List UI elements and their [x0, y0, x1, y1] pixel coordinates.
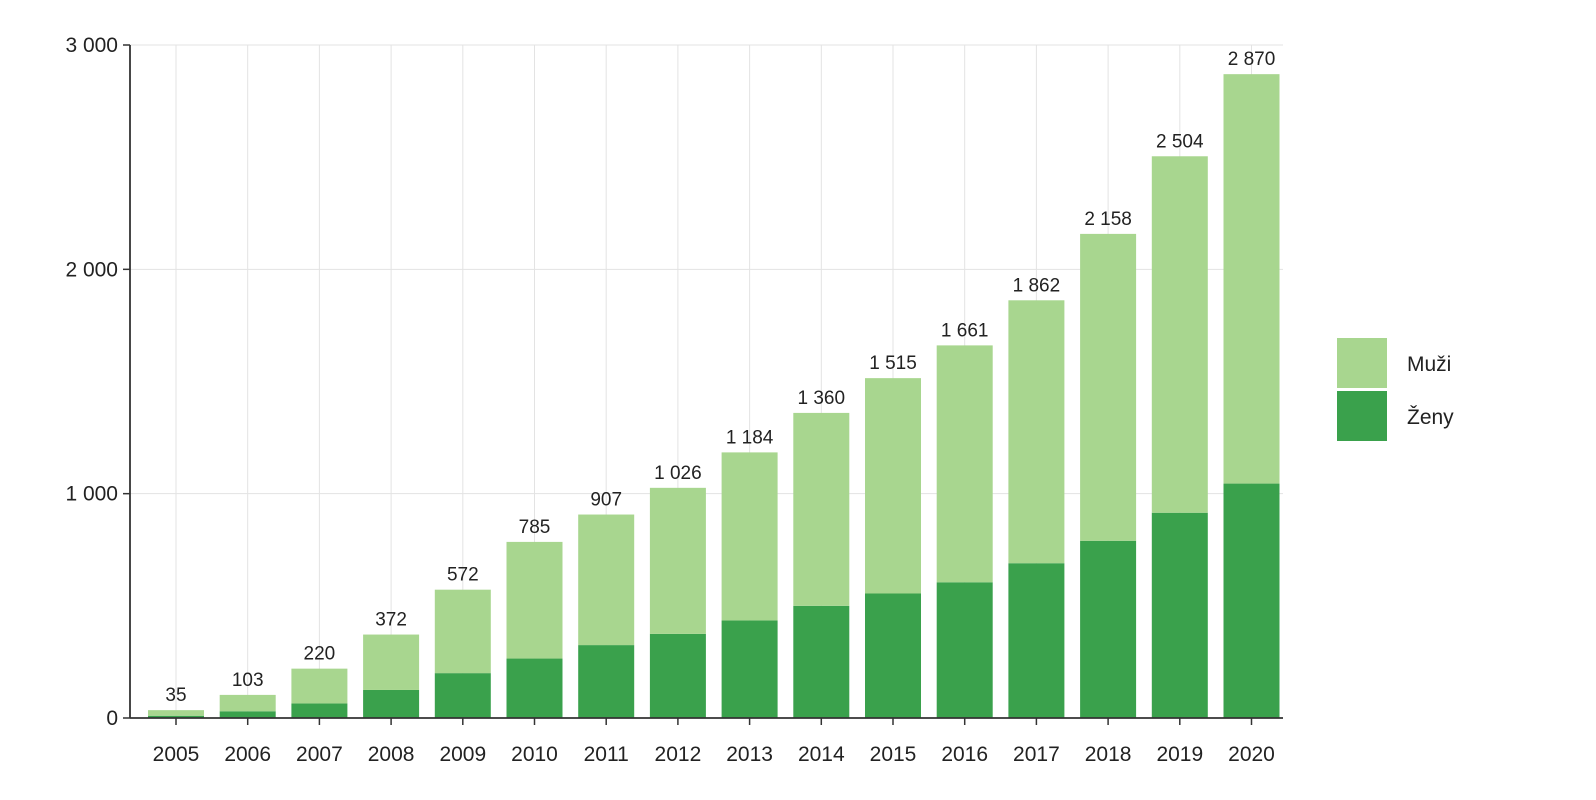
x-category-label: 2008: [368, 743, 415, 766]
bar-zeny-2006: [219, 711, 276, 718]
y-tick-label: 2 000: [65, 258, 118, 281]
total-data-label: 572: [447, 565, 479, 586]
bar-zeny-2015: [865, 593, 921, 718]
x-category-label: 2010: [511, 743, 558, 766]
bar-zeny-2005: [148, 715, 204, 718]
legend-swatch-muzi: [1337, 338, 1387, 388]
total-data-label: 220: [304, 644, 336, 665]
total-data-label: 372: [375, 610, 407, 631]
y-tick-label: 0: [106, 707, 118, 730]
bar-muzi-2006: [219, 694, 276, 712]
y-tick-label: 3 000: [65, 34, 118, 57]
bar-muzi-2018: [1080, 233, 1137, 541]
legend-label: Muži: [1407, 353, 1451, 376]
bar-zeny-2020: [1223, 483, 1280, 718]
total-data-label: 1 515: [869, 353, 917, 374]
bar-muzi-2009: [434, 589, 491, 674]
legend: Muži Ženy: [1337, 338, 1454, 441]
total-data-label: 785: [519, 517, 551, 538]
x-category-label: 2015: [870, 743, 917, 766]
y-tick-label: 1 000: [65, 483, 118, 506]
x-category-label: 2014: [798, 743, 845, 766]
bar-muzi-2005: [148, 710, 204, 716]
total-data-label: 1 184: [726, 427, 774, 448]
x-category-label: 2007: [296, 743, 343, 766]
bar-zeny-2009: [434, 673, 491, 718]
x-category-label: 2012: [655, 743, 702, 766]
bar-zeny-2018: [1080, 540, 1137, 718]
total-data-label: 1 026: [654, 463, 702, 484]
bar-zeny-2013: [721, 620, 778, 718]
legend-label: Ženy: [1407, 406, 1454, 429]
bar-zeny-2019: [1151, 512, 1208, 718]
bar-muzi-2007: [291, 668, 348, 704]
bar-zeny-2008: [363, 689, 420, 718]
x-category-label: 2006: [224, 743, 271, 766]
total-data-label: 1 661: [941, 320, 989, 341]
x-category-label: 2019: [1156, 743, 1203, 766]
total-data-label: 1 862: [1013, 275, 1061, 296]
x-category-label: 2018: [1085, 743, 1132, 766]
total-data-label: 907: [590, 490, 622, 511]
x-category-label: 2011: [584, 743, 629, 766]
bar-muzi-2016: [936, 345, 993, 583]
bar-muzi-2013: [721, 452, 778, 621]
x-category-label: 2016: [941, 743, 988, 766]
total-data-label: 1 360: [798, 388, 846, 409]
bar-zeny-2011: [578, 645, 635, 718]
bar-zeny-2016: [936, 582, 993, 718]
bar-zeny-2010: [506, 658, 563, 718]
bar-muzi-2015: [865, 378, 921, 594]
bar-muzi-2017: [1008, 300, 1065, 564]
x-category-label: 2005: [153, 743, 200, 766]
total-data-label: 2 158: [1084, 209, 1132, 230]
bar-muzi-2014: [793, 412, 850, 606]
bar-muzi-2008: [363, 634, 420, 690]
legend-swatch-zeny: [1337, 391, 1387, 441]
bar-muzi-2020: [1223, 74, 1280, 484]
bar-muzi-2012: [649, 487, 706, 634]
bar-zeny-2012: [649, 633, 706, 718]
bar-muzi-2011: [578, 514, 635, 646]
x-category-label: 2017: [1013, 743, 1060, 766]
bar-muzi-2019: [1151, 156, 1208, 513]
axes: [123, 44, 1283, 725]
total-data-label: 2 504: [1156, 131, 1204, 152]
x-category-label: 2020: [1228, 743, 1275, 766]
total-data-label: 35: [165, 685, 186, 706]
total-data-label: 2 870: [1228, 49, 1276, 70]
labels: 0 1 000 2 000 3 000 35 2005 103 2006 220 2007 372 2…: [65, 34, 1275, 766]
bar-zeny-2017: [1008, 563, 1065, 718]
x-category-label: 2013: [726, 743, 773, 766]
bar-zeny-2014: [793, 605, 850, 718]
bar-muzi-2010: [506, 541, 563, 659]
bar-zeny-2007: [291, 703, 348, 718]
total-data-label: 103: [232, 670, 264, 691]
x-category-label: 2009: [439, 743, 486, 766]
bars: [148, 74, 1280, 718]
